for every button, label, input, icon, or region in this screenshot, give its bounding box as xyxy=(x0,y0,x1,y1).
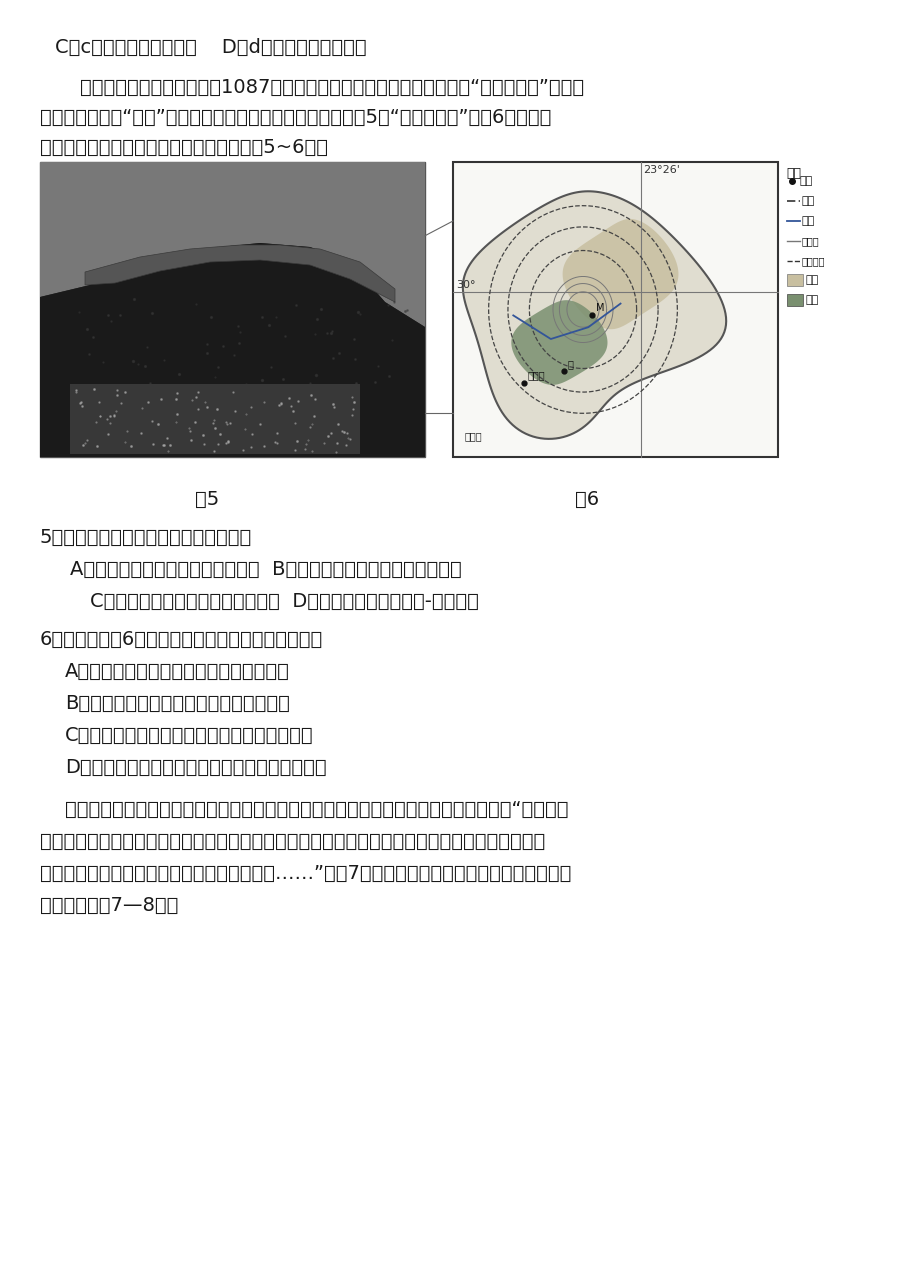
Text: 开普敦: 开普敦 xyxy=(528,371,545,381)
Text: 年降水量: 年降水量 xyxy=(801,256,824,266)
Text: 由石灰岩构成的“餐桌”上，呼现出一片荒芜的戟壁滩景象。图5为“桌山景观图”，图6为南非等: 由石灰岩构成的“餐桌”上，呼现出一片荒芜的戟壁滩景象。图5为“桌山景观图”，图6… xyxy=(40,108,550,127)
Text: C．奥兰治河上游径流量较小，下游径流量较大: C．奥兰治河上游径流量较小，下游径流量较大 xyxy=(65,726,313,745)
Text: 5．推测桌山及顶部的戟壁滩形成过程是: 5．推测桌山及顶部的戟壁滩形成过程是 xyxy=(40,527,252,547)
Text: C．地壳下沉．外力沉积．外力侵蚀  D．岩浆侵入．岩石变质-外力风化: C．地壳下沉．外力沉积．外力侵蚀 D．岩浆侵入．岩石变质-外力风化 xyxy=(90,592,479,612)
Text: 图5: 图5 xyxy=(195,490,219,510)
Text: 低山与河谷相间分布。连续几天的雷雨后，天刚放晴，走在枝繁叶茂的森林中，倒伏的树木上常可: 低山与河谷相间分布。连续几天的雷雨后，天刚放晴，走在枝繁叶茂的森林中，倒伏的树木… xyxy=(40,832,545,851)
Text: 荒漠: 荒漠 xyxy=(805,275,818,285)
Text: 图例: 图例 xyxy=(785,167,800,180)
Bar xyxy=(786,274,802,285)
Text: 高线、年降水量线和耕地分布图，读图回答5~6题。: 高线、年降水量线和耕地分布图，读图回答5~6题。 xyxy=(40,138,328,157)
Text: D．区域种植业发展的最大自然障碍是荒漠面积大: D．区域种植业发展的最大自然障碍是荒漠面积大 xyxy=(65,758,326,777)
Text: 开普敦: 开普敦 xyxy=(464,431,482,441)
Text: B．影响耕地分布的主要因素是地形和降水: B．影响耕地分布的主要因素是地形和降水 xyxy=(65,694,289,713)
Text: 6．下列关于图6所示区域地理环境的叙述，正确的是: 6．下列关于图6所示区域地理环境的叙述，正确的是 xyxy=(40,631,323,648)
Text: 以发现各种类型大型真菌，它们的生长季到了……”。图7为纳板河流域国家级自然保护区范围示意: 以发现各种类型大型真菌，它们的生长季到了……”。图7为纳板河流域国家级自然保护区… xyxy=(40,864,571,883)
Polygon shape xyxy=(85,245,394,302)
Text: A．年降水量的分布特点是山地多，平原少: A．年降水量的分布特点是山地多，平原少 xyxy=(65,662,289,682)
Text: 城市: 城市 xyxy=(800,176,812,186)
Polygon shape xyxy=(462,191,725,438)
Text: 30°: 30° xyxy=(456,280,475,289)
Bar xyxy=(70,383,359,454)
Text: M: M xyxy=(595,303,604,313)
Text: 国界: 国界 xyxy=(801,196,814,206)
Polygon shape xyxy=(562,219,677,329)
Text: 耕地: 耕地 xyxy=(805,296,818,304)
Text: 23°26': 23°26' xyxy=(642,166,680,175)
Text: 图6: 图6 xyxy=(574,490,598,510)
Text: 桌山位于南非开普敦，海技1087米，固山顶如削平的桌面而得名，又叫“上帝的餐桌”。这座: 桌山位于南非开普敦，海技1087米，固山顶如削平的桌面而得名，又叫“上帝的餐桌”… xyxy=(55,78,584,97)
Bar xyxy=(452,162,777,457)
Text: C．c地偏北风，风力变小    D．d地偏南风，风力变小: C．c地偏北风，风力变小 D．d地偏南风，风力变小 xyxy=(55,38,367,57)
Polygon shape xyxy=(511,301,607,385)
Polygon shape xyxy=(40,243,425,457)
Text: 图．据此回筗7—8题。: 图．据此回筗7—8题。 xyxy=(40,896,178,915)
Text: 某月，一地理爱好者前往西双版纳的纳板河国家级自然保护区考察。他在日志中写道：“区域内中: 某月，一地理爱好者前往西双版纳的纳板河国家级自然保护区考察。他在日志中写道：“区… xyxy=(40,800,568,819)
Polygon shape xyxy=(40,162,425,327)
Text: 等高线: 等高线 xyxy=(801,236,819,246)
Text: 法: 法 xyxy=(567,359,573,369)
Text: 河流: 河流 xyxy=(801,217,814,225)
Text: A．外力沉积，地壳抬升．外力侵蚀  B．外力沉积一地壳下沉．外力侵蚀: A．外力沉积，地壳抬升．外力侵蚀 B．外力沉积一地壳下沉．外力侵蚀 xyxy=(70,561,461,578)
Bar xyxy=(40,162,425,457)
Bar xyxy=(786,294,802,306)
